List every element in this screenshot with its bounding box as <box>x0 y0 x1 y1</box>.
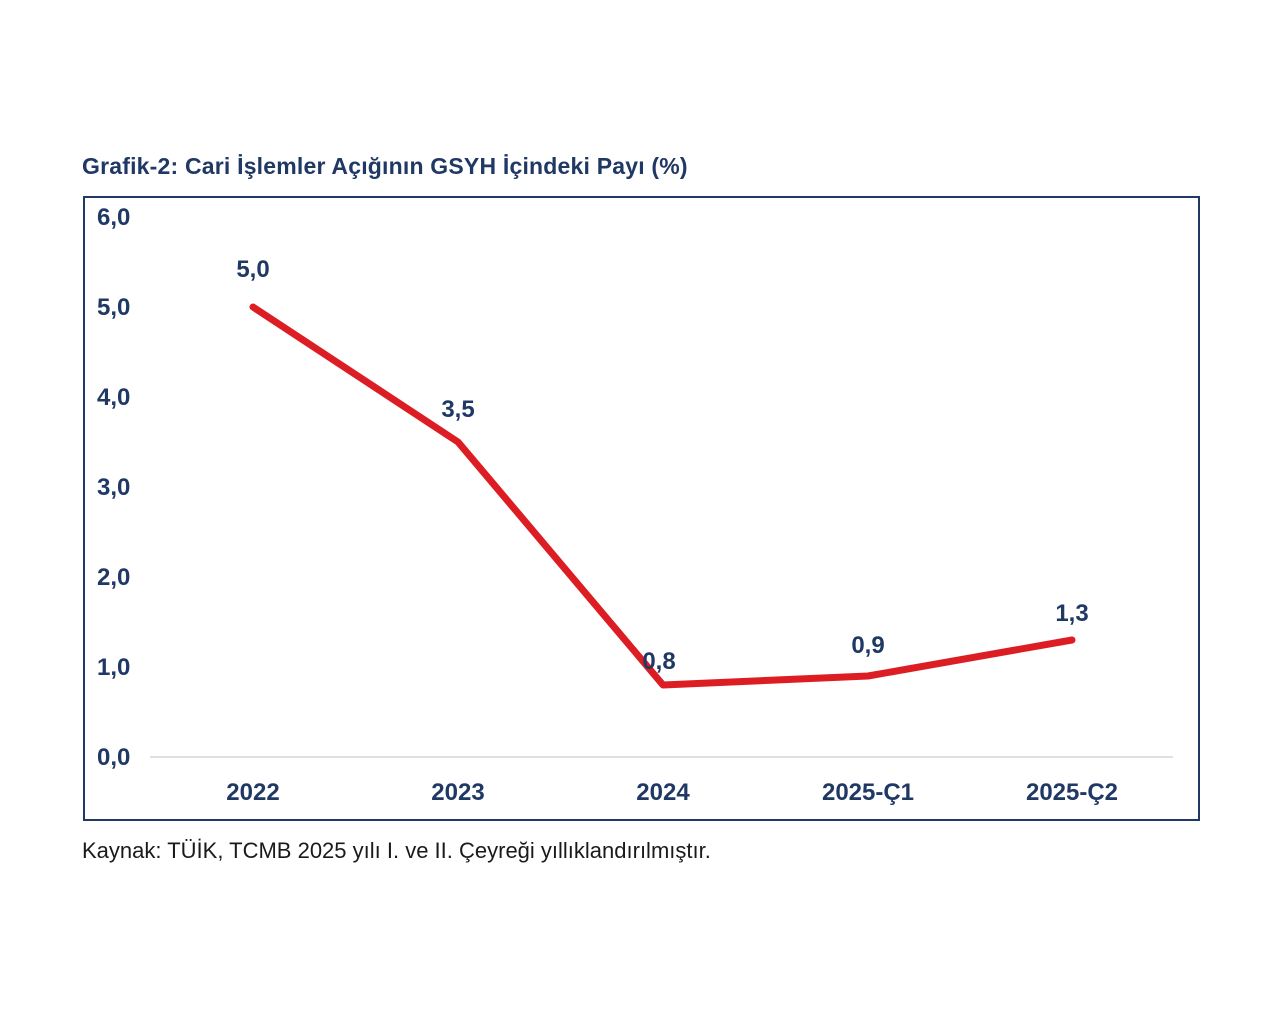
y-tick-label: 5,0 <box>97 294 130 321</box>
series-line <box>249 303 1076 689</box>
x-axis-label: 2024 <box>636 779 690 806</box>
y-tick-label: 1,0 <box>97 654 130 681</box>
line-chart-canvas: 6,0 5,0 4,0 3,0 2,0 1,0 0,0 2022 2023 2024 2025-Ç1… <box>97 204 1173 806</box>
data-point-label: 5,0 <box>236 256 269 283</box>
y-tick-label: 6,0 <box>97 204 130 231</box>
source-note: Kaynak: TÜİK, TCMB 2025 yılı I. ve II. Ç… <box>82 838 711 863</box>
data-point-label: 0,8 <box>642 648 675 675</box>
y-tick-label: 2,0 <box>97 564 130 591</box>
x-axis-label: 2025-Ç2 <box>1026 779 1118 806</box>
data-point-label: 1,3 <box>1055 600 1088 627</box>
y-tick-label: 0,0 <box>97 744 130 771</box>
x-axis-label: 2025-Ç1 <box>822 779 914 806</box>
x-axis-label: 2022 <box>226 779 279 806</box>
chart-frame: 6,0 5,0 4,0 3,0 2,0 1,0 0,0 2022 2023 2024 2025-Ç1… <box>83 196 1200 821</box>
x-axis-label: 2023 <box>431 779 484 806</box>
data-point-label: 3,5 <box>441 396 474 423</box>
y-tick-label: 4,0 <box>97 384 130 411</box>
data-point-label: 0,9 <box>851 632 884 659</box>
y-tick-label: 3,0 <box>97 474 130 501</box>
chart-title: Grafik-2: Cari İşlemler Açığının GSYH İç… <box>82 153 688 179</box>
